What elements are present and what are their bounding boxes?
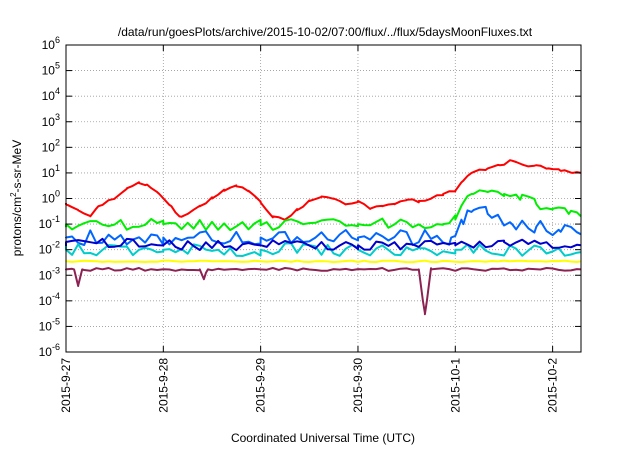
y-tick-base: 10 [39, 268, 53, 282]
y-tick-exponent: 0 [55, 189, 60, 199]
series-line-3 [65, 242, 582, 257]
y-tick-exponent: 1 [55, 163, 60, 173]
grid-lines [65, 45, 581, 352]
y-tick-exponent: -4 [52, 291, 60, 301]
chart-title: /data/run/goesPlots/archive/2015-10-02/0… [118, 25, 533, 39]
y-axis: 10610510410310210110010-110-210-310-410-… [39, 35, 581, 359]
y-tick-exponent: -5 [52, 316, 60, 326]
series-line-0 [65, 159, 582, 221]
y-tick-base: 10 [42, 115, 56, 129]
y-tick-label: 103 [42, 112, 60, 129]
x-tick-label: 2015-10-2 [546, 358, 560, 413]
x-axis-label: Coordinated Universal Time (UTC) [231, 431, 415, 445]
y-tick-base: 10 [39, 243, 53, 257]
series-line-5 [65, 259, 582, 264]
y-tick-base: 10 [39, 294, 53, 308]
x-tick-label: 2015-9-29 [254, 358, 268, 413]
y-tick-label: 10-6 [39, 342, 60, 359]
series-line-6 [65, 267, 582, 316]
x-tick-label: 2015-9-27 [59, 358, 73, 413]
y-tick-base: 10 [42, 89, 56, 103]
y-tick-label: 10-5 [39, 316, 60, 333]
y-tick-base: 10 [42, 64, 56, 78]
x-tick-label: 2015-9-28 [156, 358, 170, 413]
series-line-2 [65, 205, 582, 246]
y-tick-base: 10 [39, 217, 53, 231]
y-tick-label: 106 [42, 35, 60, 52]
y-tick-base: 10 [39, 319, 53, 333]
y-tick-base: 10 [39, 345, 53, 359]
y-tick-exponent: -3 [52, 265, 60, 275]
y-tick-exponent: -6 [52, 342, 60, 352]
y-axis-label-superscript: 2 [9, 192, 18, 197]
y-tick-base: 10 [42, 38, 56, 52]
y-tick-exponent: -1 [52, 214, 60, 224]
y-tick-base: 10 [42, 192, 56, 206]
y-tick-label: 10-3 [39, 265, 60, 282]
x-tick-label: 2015-9-30 [351, 358, 365, 413]
y-tick-label: 10-2 [39, 240, 60, 257]
y-tick-label: 10-4 [39, 291, 60, 308]
y-axis-label-main: protons/cm [10, 197, 24, 256]
y-tick-exponent: 3 [55, 112, 60, 122]
series-line-4 [65, 237, 582, 252]
y-tick-exponent: -2 [52, 240, 60, 250]
y-tick-label: 100 [42, 189, 60, 206]
y-tick-label: 102 [42, 137, 60, 154]
y-tick-base: 10 [42, 140, 56, 154]
y-tick-label: 101 [42, 163, 60, 180]
plot-frame [65, 44, 582, 353]
y-axis-label-rest: -s-sr-MeV [10, 140, 24, 193]
y-tick-exponent: 5 [55, 61, 60, 71]
y-tick-exponent: 6 [55, 35, 60, 45]
y-tick-label: 104 [42, 86, 60, 103]
series-group [65, 159, 582, 316]
y-tick-exponent: 2 [55, 137, 60, 147]
x-tick-label: 2015-10-1 [448, 358, 462, 413]
y-axis-label: protons/cm2-s-sr-MeV [9, 140, 24, 256]
y-tick-label: 10-1 [39, 214, 60, 231]
y-tick-label: 105 [42, 61, 60, 78]
x-axis: 2015-9-27 2015-9-28 2015-9-29 2015-9-30 2015… [59, 45, 560, 413]
y-tick-exponent: 4 [55, 86, 60, 96]
series-line-1 [65, 189, 582, 232]
y-tick-base: 10 [42, 166, 56, 180]
